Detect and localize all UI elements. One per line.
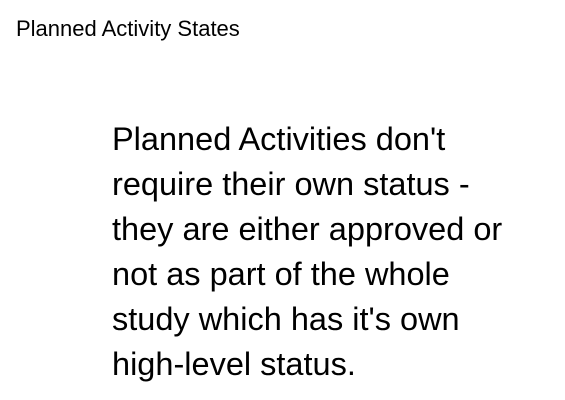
body-line: they are either approved or — [112, 211, 503, 247]
slide-title: Planned Activity States — [16, 16, 240, 41]
body-line: require their own status - — [112, 166, 470, 202]
body-line: study which has it's own — [112, 301, 460, 337]
slide-body-text: Planned Activities don't require their o… — [112, 117, 557, 387]
body-line: not as part of the whole — [112, 256, 450, 292]
body-line: high-level status. — [112, 346, 356, 382]
body-line: Planned Activities don't — [112, 121, 446, 157]
